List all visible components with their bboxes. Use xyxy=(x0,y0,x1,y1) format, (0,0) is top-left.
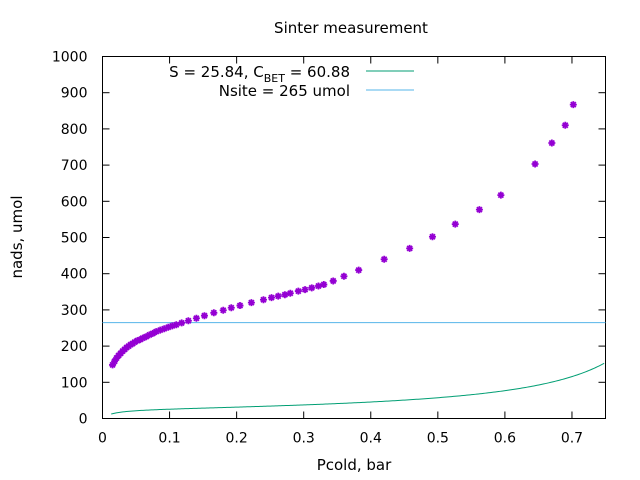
data-point xyxy=(149,329,157,337)
data-point xyxy=(139,334,147,342)
x-tick-label: 0.5 xyxy=(427,431,449,447)
data-point xyxy=(156,326,164,334)
y-tick-label: 300 xyxy=(61,303,88,319)
data-point xyxy=(286,289,294,297)
data-point xyxy=(111,357,119,365)
data-point xyxy=(294,287,302,295)
data-point xyxy=(475,206,483,214)
data-point xyxy=(497,191,505,199)
x-tick-label: 0.4 xyxy=(360,431,382,447)
data-point xyxy=(142,333,150,341)
y-tick-label: 1000 xyxy=(52,50,88,66)
y-tick-label: 900 xyxy=(61,86,88,102)
data-point xyxy=(210,309,218,317)
legend-fit-prefix: S = 25.84, C xyxy=(169,63,264,81)
data-point xyxy=(531,160,539,168)
data-point xyxy=(569,101,577,109)
legend: S = 25.84, CBET = 60.88 Nsite = 265 umol xyxy=(169,63,414,100)
data-point xyxy=(227,304,235,312)
data-point xyxy=(301,286,309,294)
data-point xyxy=(281,291,289,299)
x-tick-label: 0.7 xyxy=(561,431,583,447)
y-tick-label: 500 xyxy=(61,231,88,247)
y-tick-label: 600 xyxy=(61,194,88,210)
data-point xyxy=(164,323,172,331)
data-point xyxy=(406,244,414,252)
fit-curve xyxy=(111,362,605,415)
y-tick-label: 0 xyxy=(79,412,88,428)
x-tick-label: 0.6 xyxy=(494,431,516,447)
x-tick-label: 0.2 xyxy=(226,431,248,447)
y-axis-label: nads, umol xyxy=(8,195,26,278)
data-point xyxy=(428,233,436,241)
data-point xyxy=(160,325,168,333)
data-point xyxy=(219,306,227,314)
data-point xyxy=(133,337,141,345)
y-axis: 0 100 200 300 400 500 600 700 800 900 1000 xyxy=(52,50,606,428)
data-point xyxy=(274,292,282,300)
legend-fit-label: S = 25.84, CBET = 60.88 xyxy=(169,63,350,85)
data-point xyxy=(152,328,160,336)
data-point xyxy=(548,139,556,147)
data-point xyxy=(268,294,276,302)
data-point xyxy=(178,319,186,327)
data-point xyxy=(314,282,322,290)
data-point xyxy=(145,331,153,339)
data-point xyxy=(172,321,180,329)
data-point xyxy=(200,312,208,320)
y-tick-label: 700 xyxy=(61,158,88,174)
legend-nsite-label: Nsite = 265 umol xyxy=(219,82,350,100)
data-point xyxy=(109,361,117,369)
x-tick-label: 0.3 xyxy=(293,431,315,447)
y-tick-label: 100 xyxy=(61,375,88,391)
data-point xyxy=(451,220,459,228)
data-point xyxy=(340,272,348,280)
legend-fit-subscript: BET xyxy=(264,72,285,85)
data-point xyxy=(308,284,316,292)
data-point xyxy=(259,296,267,304)
x-tick-label: 0 xyxy=(98,431,107,447)
data-point xyxy=(329,277,337,285)
x-axis: 0 0.1 0.2 0.3 0.4 0.5 0.6 0.7 xyxy=(98,56,583,447)
series-layer xyxy=(102,101,606,415)
data-point xyxy=(247,299,255,307)
data-point xyxy=(168,322,176,330)
plot-frame xyxy=(102,56,606,419)
data-point xyxy=(561,121,569,129)
x-axis-label: Pcold, bar xyxy=(317,456,392,474)
legend-fit-suffix: = 60.88 xyxy=(285,63,350,81)
y-tick-label: 800 xyxy=(61,122,88,138)
data-point xyxy=(355,266,363,274)
chart-title: Sinter measurement xyxy=(274,19,428,37)
data-point xyxy=(192,314,200,322)
x-tick-label: 0.1 xyxy=(158,431,180,447)
data-point xyxy=(380,255,388,263)
data-point xyxy=(236,302,244,310)
y-tick-label: 200 xyxy=(61,339,88,355)
y-tick-label: 400 xyxy=(61,267,88,283)
data-point xyxy=(320,281,328,289)
data-point xyxy=(184,317,192,325)
